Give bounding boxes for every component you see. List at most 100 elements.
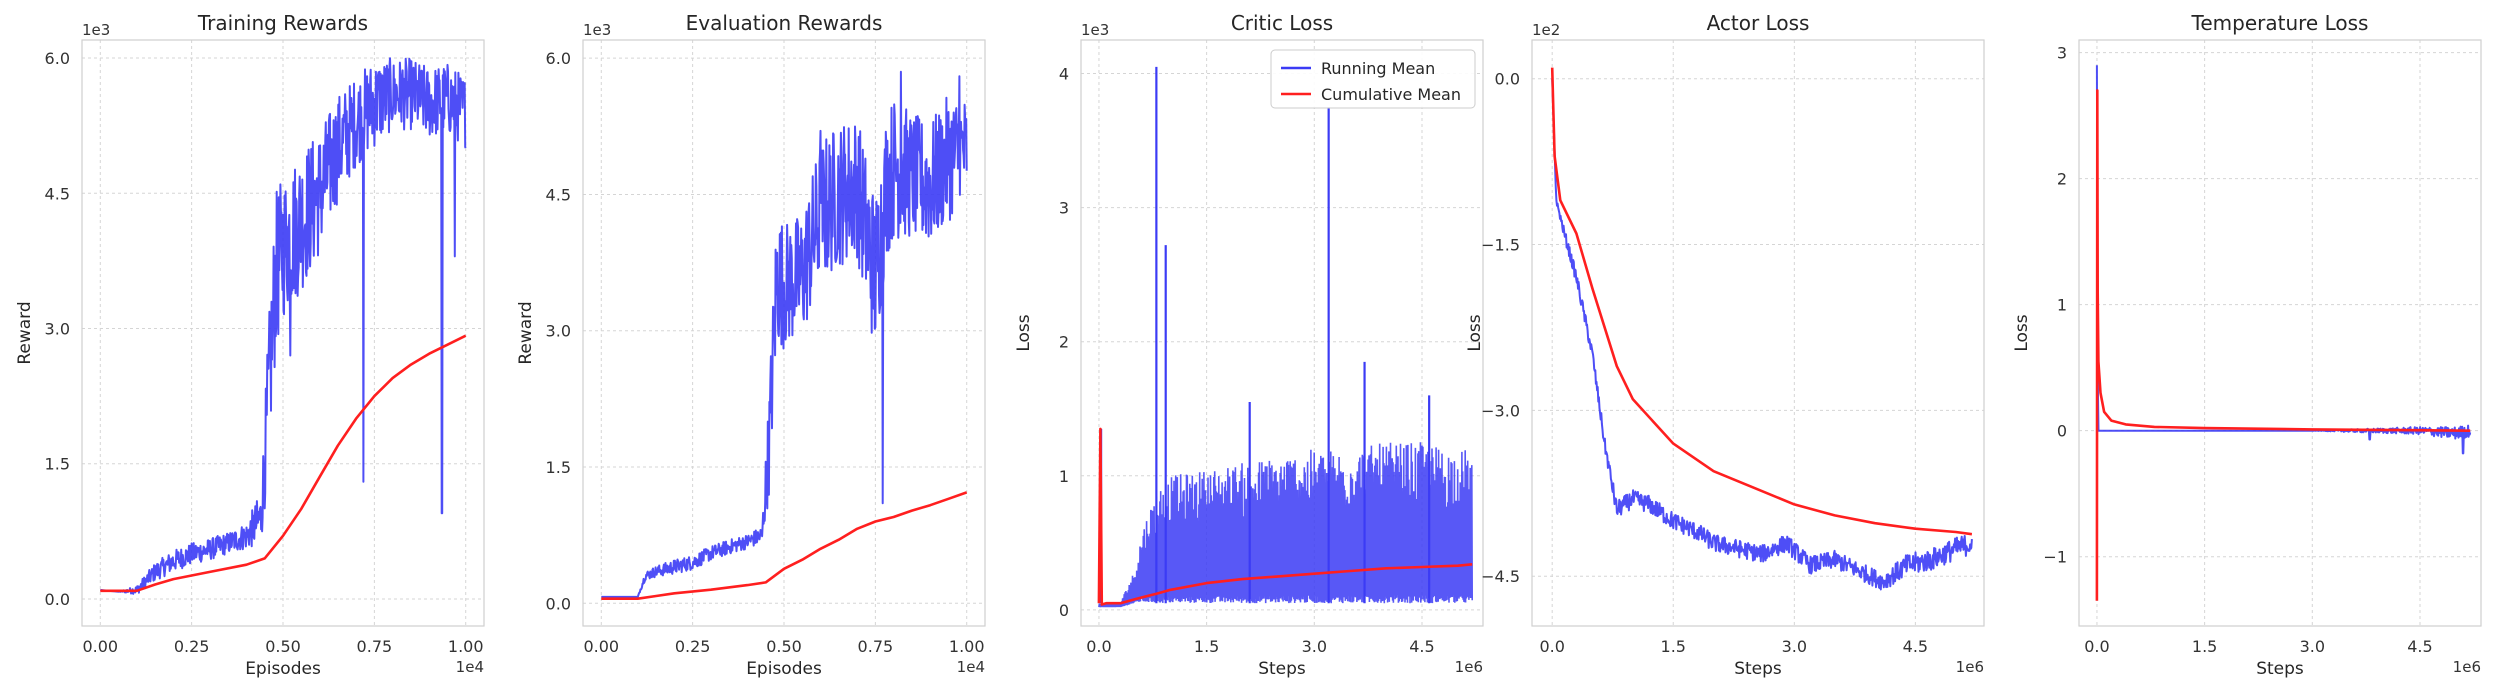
running-mean-line (1098, 442, 1473, 608)
legend-running-label: Running Mean (1321, 59, 1435, 78)
y-tick-label: 3 (1059, 199, 1069, 218)
cumulative-mean-line (1097, 427, 1473, 606)
y-tick-label: 6.0 (546, 49, 571, 68)
x-tick-label: 1.00 (448, 637, 484, 656)
x-axis-label: Episodes (746, 659, 822, 679)
x-tick-label: 3.0 (2300, 637, 2325, 656)
legend-box (1270, 49, 1476, 109)
x-offset-label: 1e4 (456, 658, 484, 676)
legend: Running Mean Cumulative Mean (1270, 49, 1476, 109)
y-axis-label: Loss (1014, 314, 1034, 351)
x-offset-label: 1e4 (957, 658, 985, 676)
x-axis-label: Episodes (245, 659, 321, 679)
y-offset-label: 1e3 (82, 21, 110, 39)
plot-area (1550, 67, 1973, 591)
y-tick-label: 2 (2057, 170, 2067, 189)
y-tick-label: 1.5 (45, 455, 70, 474)
panel-5: 0.0 1.5 3.0 4.5 −1 0 1 2 3 Temperature Loss Steps L… (2012, 11, 2482, 679)
axes-frame (81, 39, 485, 627)
chart-title: Critic Loss (1231, 11, 1333, 35)
x-tick-label: 0.00 (583, 637, 619, 656)
y-tick-label: 3 (2057, 44, 2067, 63)
x-tick-label: 0.00 (82, 637, 118, 656)
running-mean-line (600, 70, 968, 598)
x-tick-label: 1.00 (949, 637, 985, 656)
x-tick-label: 3.0 (1302, 637, 1327, 656)
y-tick-label: 3.0 (45, 319, 70, 338)
running-mean-line (1551, 78, 1973, 591)
axes-frame (1080, 39, 1484, 627)
x-tick-label: 1.5 (2192, 637, 2217, 656)
x-offset-label: 1e6 (2453, 658, 2481, 676)
y-axis-label: Loss (1465, 314, 1485, 351)
cumulative-mean-line (601, 491, 968, 600)
y-offset-label: 1e2 (1532, 21, 1560, 39)
y-tick-label: −1.5 (1481, 236, 1520, 255)
chart-title: Actor Loss (1707, 11, 1810, 35)
y-tick-label: 0 (1059, 601, 1069, 620)
cumulative-mean-line (1550, 67, 1973, 536)
running-mean-line (99, 57, 467, 595)
y-offset-label: 1e3 (583, 21, 611, 39)
plot-area (99, 57, 467, 595)
x-offset-label: 1e6 (1455, 658, 1483, 676)
x-axis-label: Steps (1258, 659, 1306, 679)
x-tick-label: 4.5 (1903, 637, 1928, 656)
running-mean-line (2095, 65, 2472, 455)
plot-area (1097, 66, 1473, 608)
y-axis-label: Loss (2012, 314, 2032, 351)
y-tick-label: −4.5 (1481, 567, 1520, 586)
y-tick-label: 1 (2057, 296, 2067, 315)
chart-title: Temperature Loss (2191, 11, 2369, 35)
x-tick-label: 0.25 (675, 637, 711, 656)
x-tick-label: 4.5 (1409, 637, 1434, 656)
axes-frame (582, 39, 986, 627)
x-axis-label: Steps (1734, 659, 1782, 679)
x-tick-label: 3.0 (1782, 637, 1807, 656)
panel-1: 0.00 0.25 0.50 0.75 1.00 0.0 1.5 3.0 4.5 6.0 Train… (15, 11, 485, 679)
y-tick-label: 3.0 (546, 322, 571, 341)
chart-title: Evaluation Rewards (686, 11, 883, 35)
x-tick-label: 0.0 (2084, 637, 2109, 656)
plot-area (2095, 65, 2472, 601)
y-tick-label: 0 (2057, 422, 2067, 441)
panel-4: 0.0 1.5 3.0 4.5 0.0 −1.5 −3.0 −4.5 Actor Loss Ste… (1465, 11, 1985, 679)
legend-cumulative-label: Cumulative Mean (1321, 85, 1461, 104)
axes-frame (2078, 39, 2482, 627)
x-tick-label: 0.0 (1086, 637, 1111, 656)
panel-2: 0.00 0.25 0.50 0.75 1.00 0.0 1.5 3.0 4.5 6.0 Evalu… (516, 11, 986, 679)
y-tick-label: 4.5 (45, 184, 70, 203)
x-offset-label: 1e6 (1956, 658, 1984, 676)
y-tick-label: 2 (1059, 333, 1069, 352)
cumulative-mean-line (100, 334, 467, 593)
y-tick-label: 1.5 (546, 458, 571, 477)
y-tick-label: 0.0 (45, 590, 70, 609)
y-tick-label: −1 (2043, 548, 2067, 567)
y-tick-label: 0.0 (546, 594, 571, 613)
y-tick-label: −3.0 (1481, 401, 1520, 420)
x-axis-label: Steps (2256, 659, 2304, 679)
x-tick-label: 0.75 (858, 637, 894, 656)
y-axis-label: Reward (516, 301, 536, 364)
y-tick-label: 1 (1059, 467, 1069, 486)
x-tick-label: 1.5 (1661, 637, 1686, 656)
panel-3: 0.0 1.5 3.0 4.5 0 1 2 3 4 Critic Loss Steps Loss 1e3… (1014, 11, 1484, 679)
x-tick-label: 0.50 (766, 637, 802, 656)
y-tick-label: 4 (1059, 65, 1069, 84)
x-tick-label: 4.5 (2407, 637, 2432, 656)
y-tick-label: 6.0 (45, 49, 70, 68)
x-tick-label: 1.5 (1194, 637, 1219, 656)
x-tick-label: 0.25 (174, 637, 210, 656)
y-tick-label: 4.5 (546, 185, 571, 204)
x-tick-label: 0.50 (265, 637, 301, 656)
plot-area (600, 70, 968, 600)
x-tick-label: 0.0 (1539, 637, 1564, 656)
y-tick-label: 0.0 (1495, 70, 1520, 89)
x-tick-label: 0.75 (357, 637, 393, 656)
y-offset-label: 1e3 (1081, 21, 1109, 39)
y-axis-label: Reward (15, 301, 35, 364)
axes-frame (1531, 39, 1985, 627)
chart-title: Training Rewards (197, 11, 368, 35)
cumulative-mean-line (2095, 89, 2471, 601)
